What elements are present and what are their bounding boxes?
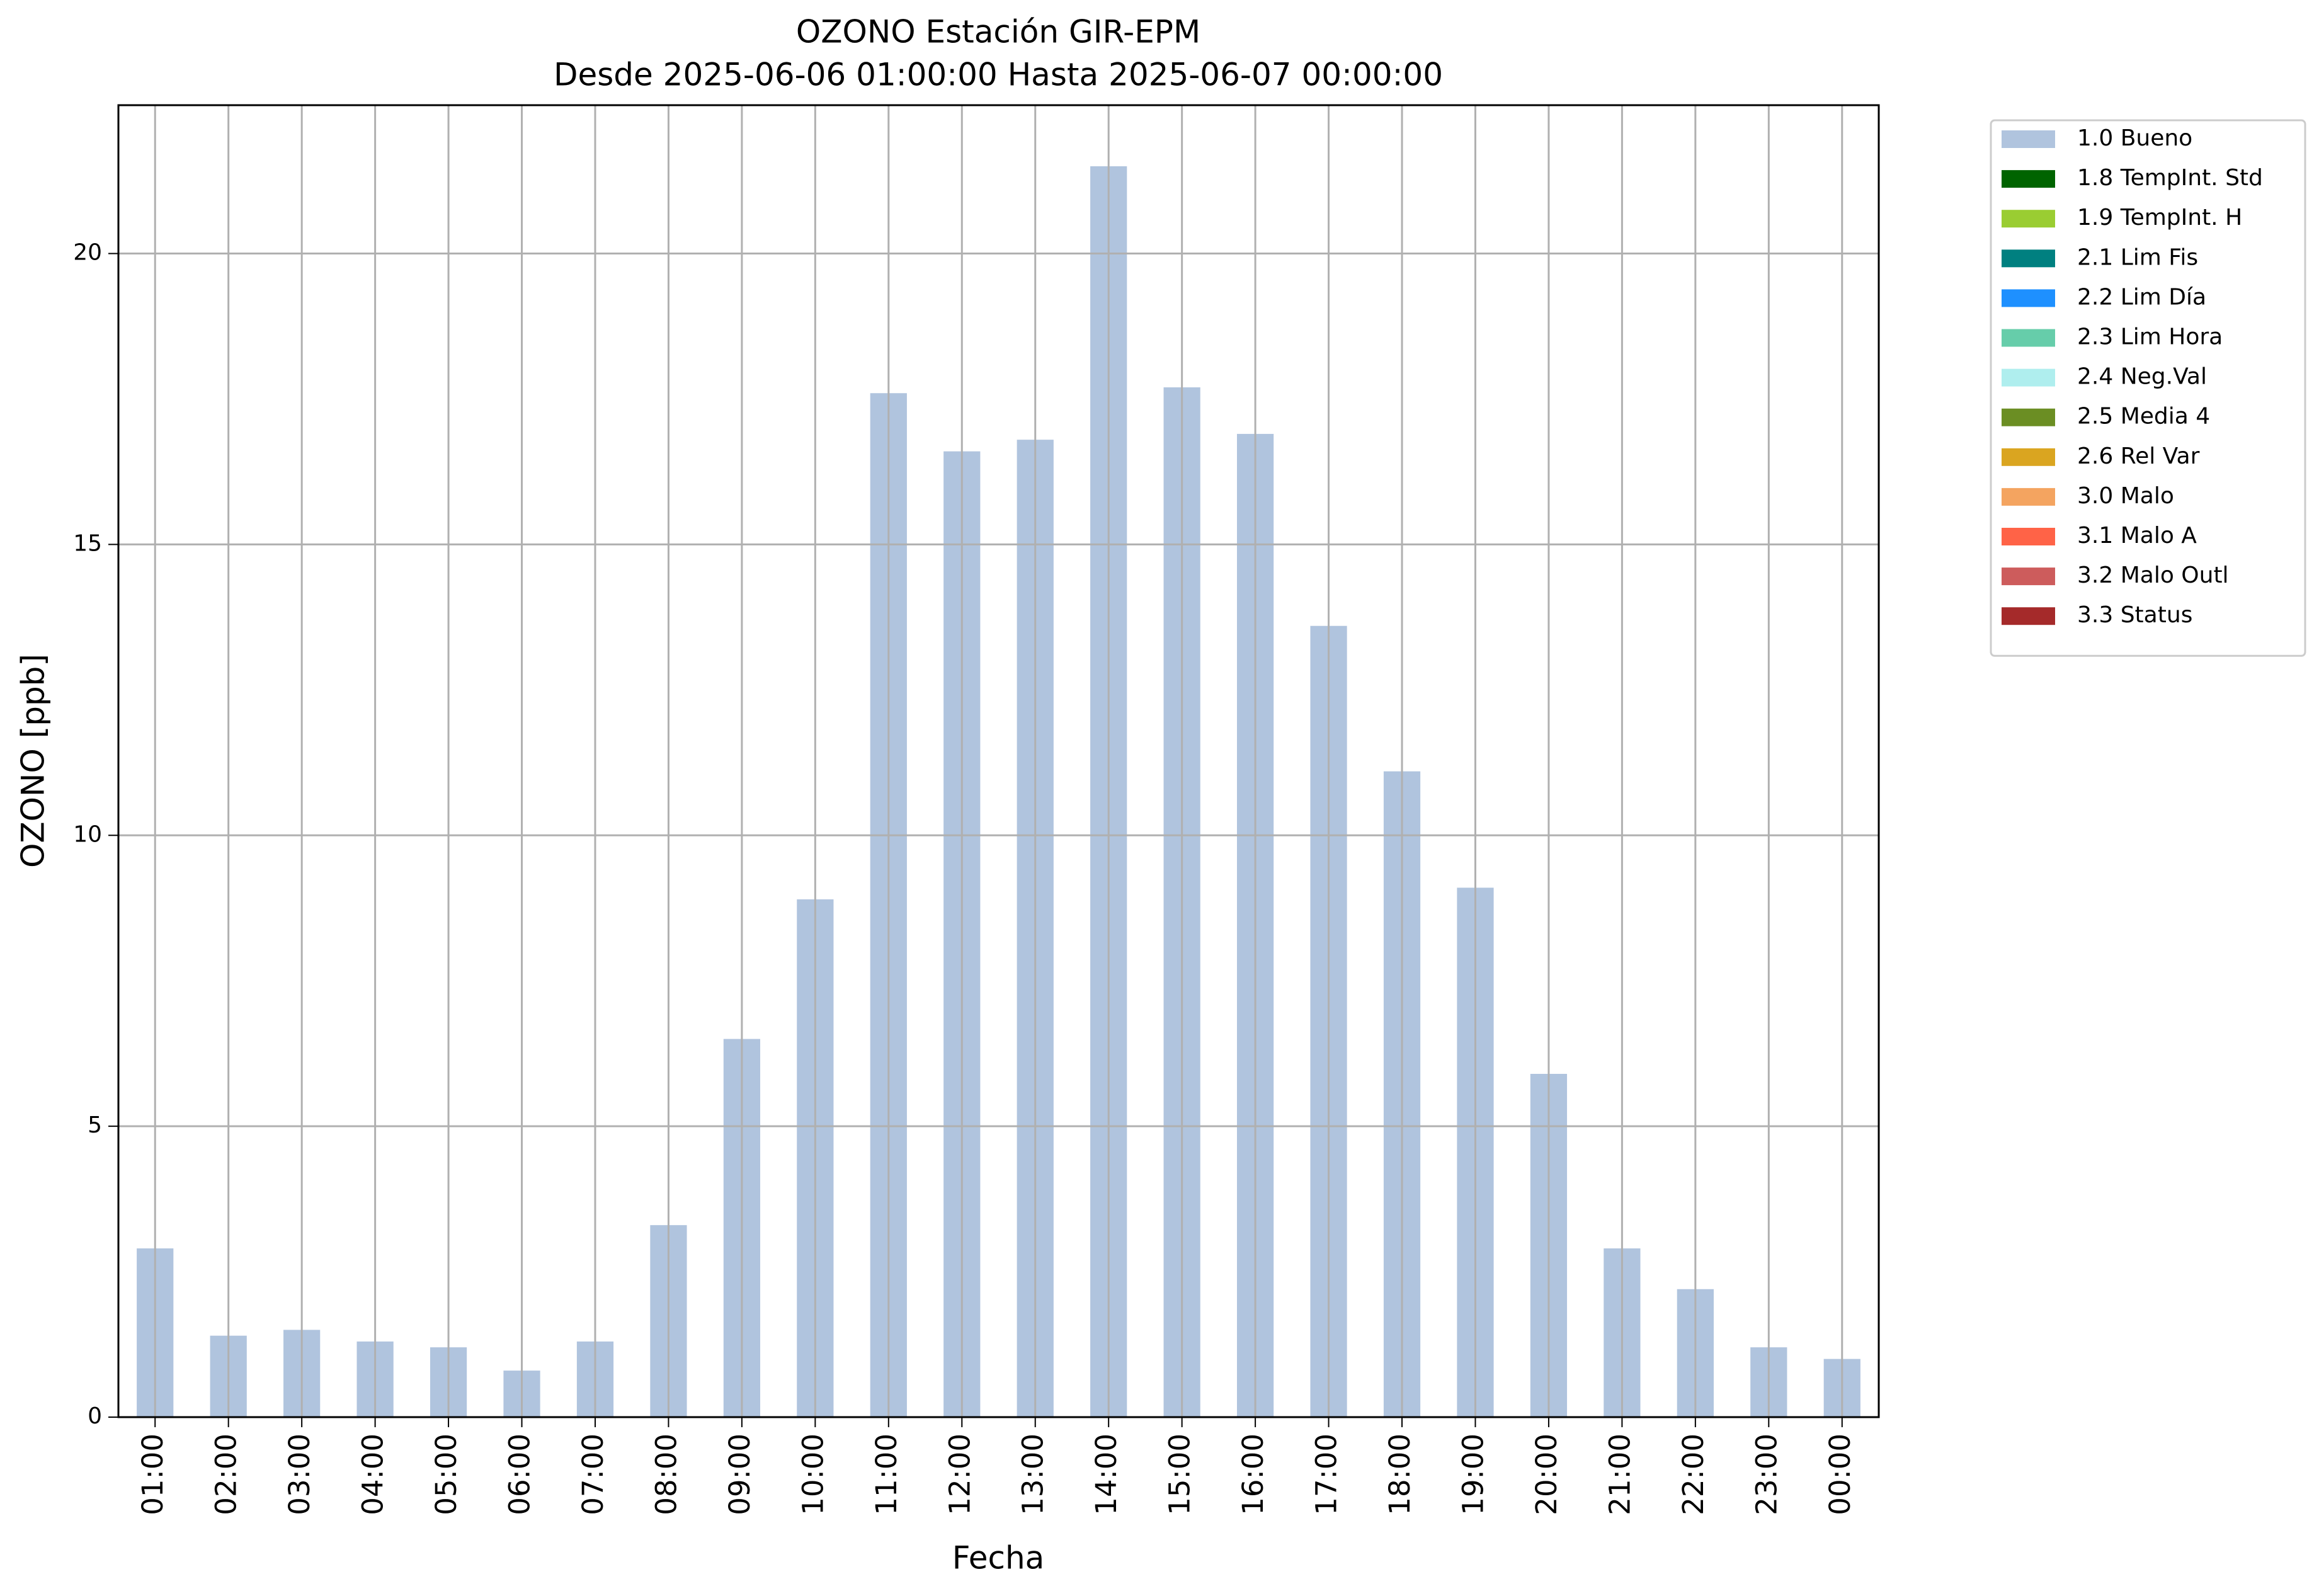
legend-swatch [2002,567,2055,586]
y-tick-label: 0 [88,1403,102,1429]
x-tick-label: 21:00 [1603,1434,1636,1515]
legend-swatch [2002,448,2055,466]
y-tick-label: 20 [73,240,102,266]
legend-swatch [2002,329,2055,347]
x-tick-label: 14:00 [1090,1434,1123,1515]
legend-label: 2.6 Rel Var [2077,443,2200,469]
y-tick-label: 10 [73,821,102,847]
legend-label: 2.2 Lim Día [2077,284,2206,310]
y-tick-label: 5 [88,1112,102,1138]
legend-swatch [2002,249,2055,268]
legend-swatch [2002,487,2055,506]
x-tick-label: 23:00 [1750,1434,1783,1515]
x-tick-label: 08:00 [649,1434,683,1515]
legend-swatch [2002,408,2055,426]
x-tick-label: 00:00 [1823,1434,1857,1515]
y-tick-label: 15 [73,530,102,556]
legend-swatch [2002,210,2055,228]
legend-label: 3.1 Malo A [2077,523,2197,549]
legend-label: 2.4 Neg.Val [2077,364,2207,390]
legend-label: 2.3 Lim Hora [2077,324,2223,350]
legend-label: 1.8 TempInt. Std [2077,165,2263,191]
chart-subtitle: Desde 2025-06-06 01:00:00 Hasta 2025-06-… [554,57,1443,93]
x-tick-label: 09:00 [723,1434,756,1515]
legend-label: 3.0 Malo [2077,483,2174,509]
x-tick-label: 02:00 [210,1434,243,1515]
x-tick-label: 15:00 [1163,1434,1197,1515]
x-tick-label: 12:00 [943,1434,976,1515]
legend-swatch [2002,368,2055,387]
x-tick-label: 13:00 [1017,1434,1050,1515]
legend-swatch [2002,607,2055,625]
x-tick-label: 17:00 [1310,1434,1343,1515]
x-tick-label: 06:00 [503,1434,537,1515]
legend-swatch [2002,528,2055,545]
chart-title: OZONO Estación GIR-EPM [796,14,1200,50]
x-tick-label: 05:00 [430,1434,463,1515]
x-tick-label: 18:00 [1383,1434,1416,1515]
x-tick-label: 16:00 [1236,1434,1270,1515]
x-tick-label: 10:00 [796,1434,829,1515]
x-axis-label: Fecha [952,1540,1045,1576]
x-tick-label: 07:00 [576,1434,610,1515]
x-tick-label: 11:00 [870,1434,903,1515]
x-tick-label: 03:00 [283,1434,316,1515]
x-tick-label: 20:00 [1530,1434,1563,1515]
legend-label: 1.0 Bueno [2077,125,2192,151]
legend-label: 1.9 TempInt. H [2077,205,2242,231]
legend-swatch [2002,289,2055,307]
x-tick-label: 04:00 [356,1434,390,1515]
x-tick-label: 19:00 [1456,1434,1490,1515]
x-tick-label: 22:00 [1677,1434,1710,1515]
x-tick-label: 01:00 [136,1434,169,1515]
y-axis-label: OZONO [ppb] [15,654,52,868]
legend-label: 3.2 Malo Outl [2077,562,2229,588]
legend-swatch [2002,170,2055,188]
legend-label: 3.3 Status [2077,602,2192,628]
legend-label: 2.5 Media 4 [2077,404,2210,430]
legend-swatch [2002,130,2055,148]
legend-label: 2.1 Lim Fis [2077,244,2198,270]
plot-frame [117,104,1880,1418]
legend-box [1990,119,2306,657]
